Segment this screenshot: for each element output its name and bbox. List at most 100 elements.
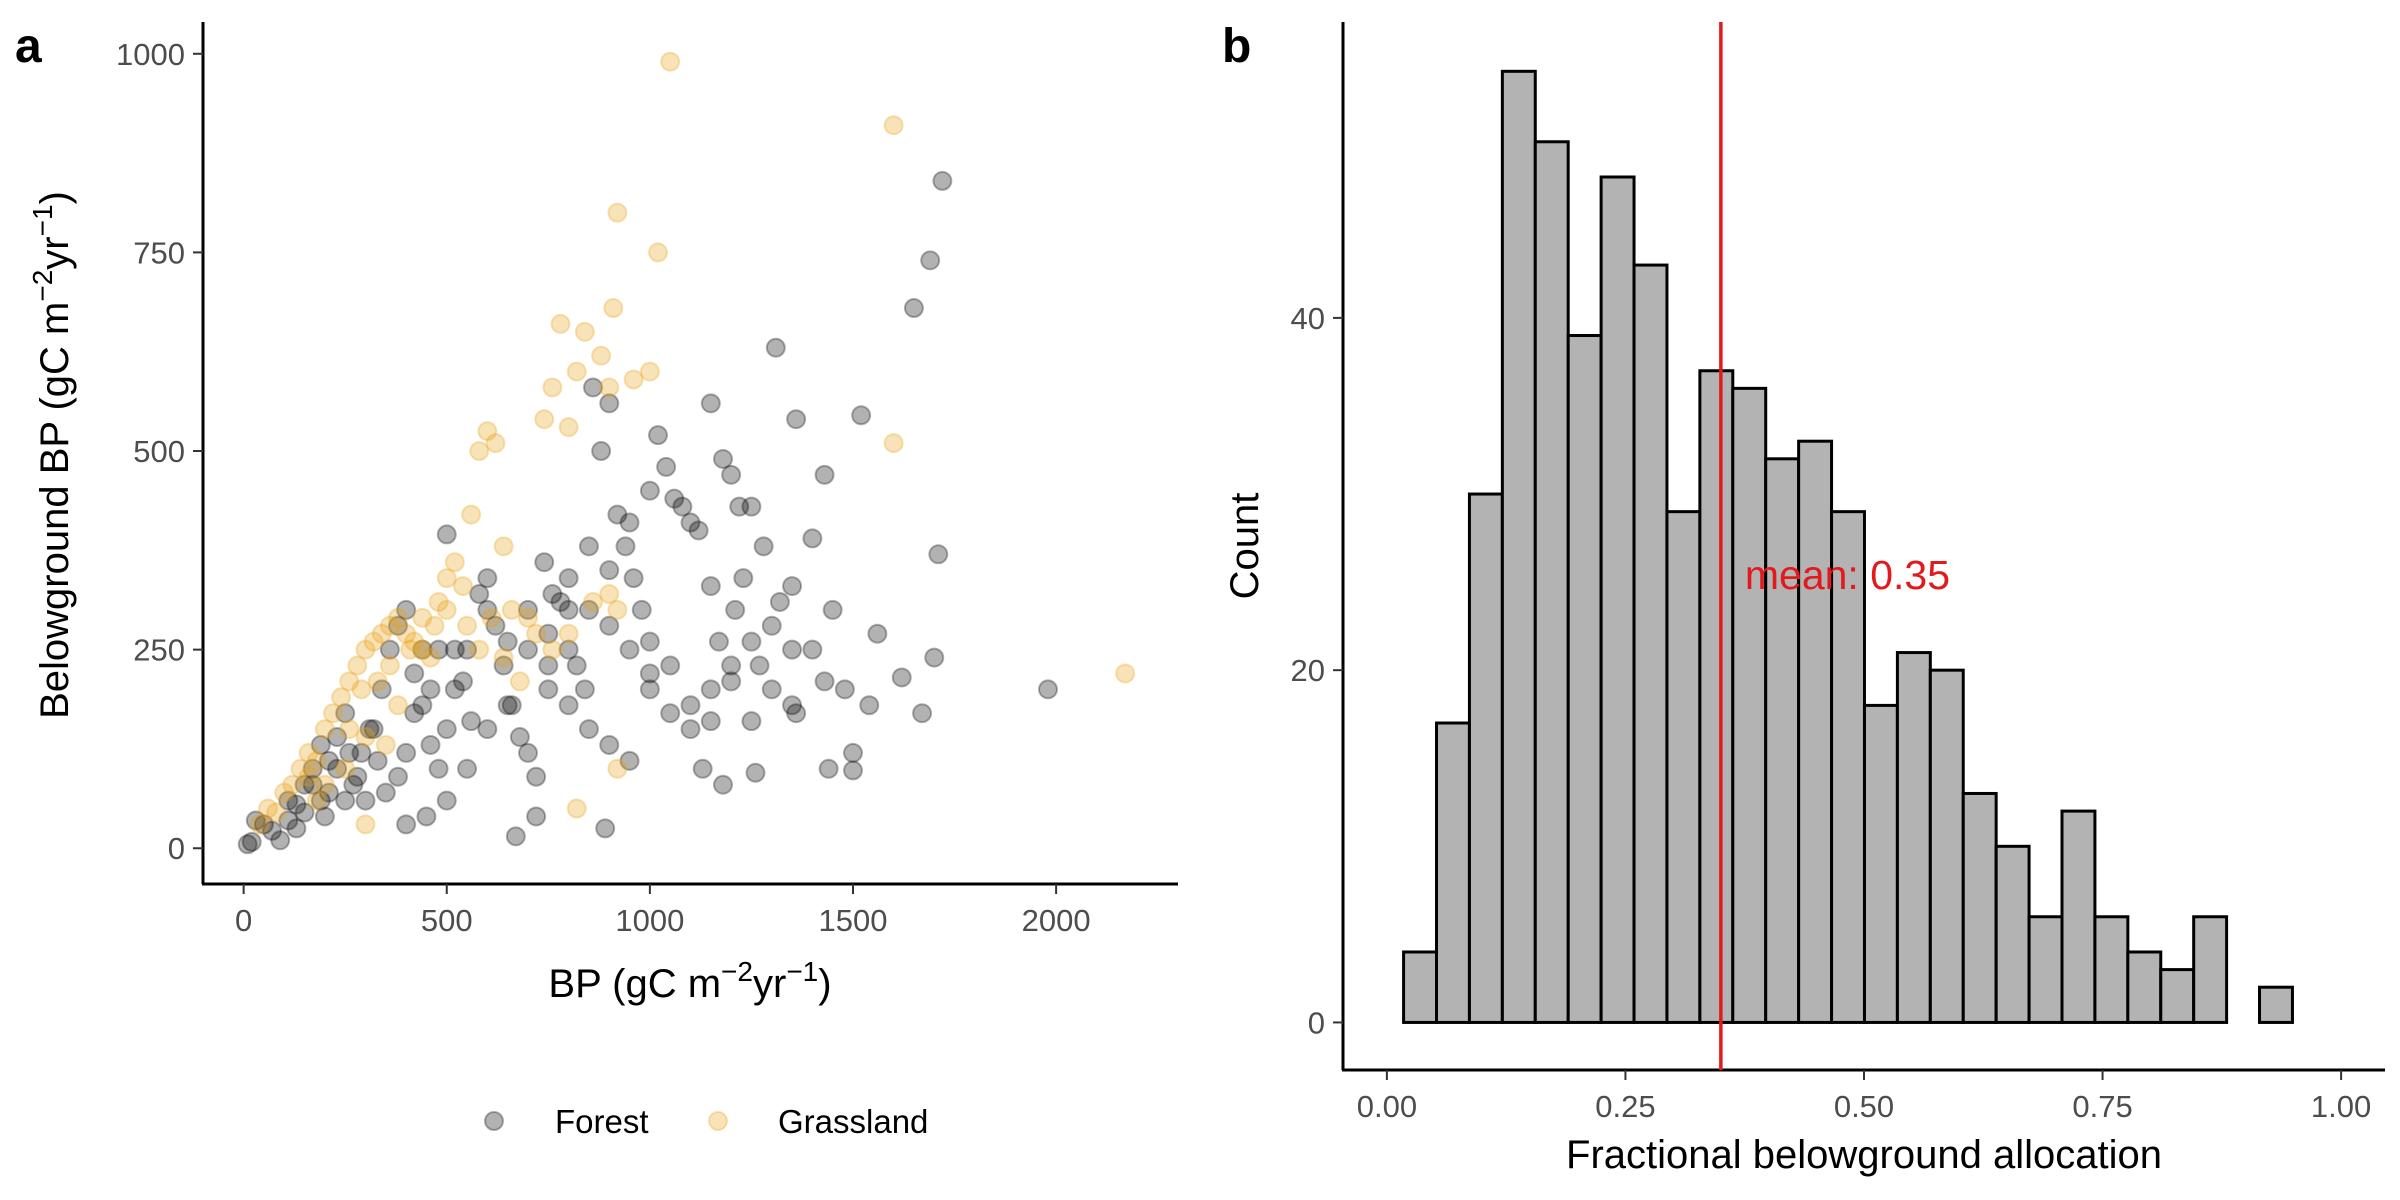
point-forest [339, 742, 360, 763]
point-forest [680, 695, 701, 716]
point-forest [436, 524, 457, 545]
point-forest [745, 762, 766, 783]
point-forest [420, 679, 441, 700]
point-forest [578, 536, 599, 557]
point-forest [278, 810, 299, 831]
point-grassland [400, 639, 421, 660]
point-forest [599, 393, 620, 414]
point-forest [310, 734, 331, 755]
histogram-bar [1402, 950, 1439, 1024]
histogram-bar [2192, 915, 2229, 1024]
point-forest [818, 758, 839, 779]
point-forest [375, 782, 396, 803]
point-forest [286, 794, 307, 815]
point-forest [782, 639, 803, 660]
point-forest [469, 584, 490, 605]
point-forest [729, 496, 750, 517]
point-forest [302, 774, 323, 795]
point-grassland [583, 591, 603, 612]
legend-label-grassland: Grassland [778, 1103, 928, 1140]
x-tick-label: 0.00 [1357, 1089, 1417, 1124]
point-grassland [481, 607, 502, 628]
point-forest [639, 480, 660, 501]
point-forest [599, 615, 620, 636]
point-forest [700, 576, 721, 597]
histogram-bar [1862, 703, 1899, 1024]
x-tick-label: 1500 [819, 903, 888, 938]
x-tick-label: 1000 [615, 903, 684, 938]
point-forest [843, 760, 863, 781]
point-forest [591, 441, 612, 462]
point-forest [314, 806, 335, 827]
point-forest [558, 568, 579, 589]
point-grassland [306, 750, 327, 771]
point-forest [700, 679, 721, 700]
point-grassland [883, 433, 904, 454]
point-forest [733, 568, 754, 589]
point-forest [436, 790, 457, 811]
point-forest [485, 615, 506, 636]
point-grassland [282, 774, 303, 795]
point-forest [359, 719, 380, 740]
point-forest [497, 631, 518, 652]
point-forest [416, 806, 437, 827]
point-forest [343, 774, 364, 795]
histogram-bar [1830, 510, 1866, 1024]
y-tick-label: 500 [133, 434, 185, 469]
point-forest [615, 536, 636, 557]
point-forest [664, 488, 685, 509]
y-axis-title: Count [1223, 493, 1267, 600]
point-grassland [412, 639, 433, 660]
point-grassland [485, 433, 506, 454]
histogram-bar [1566, 334, 1603, 1024]
point-forest [558, 639, 579, 660]
histogram-bar [1467, 492, 1504, 1024]
y-tick-label: 250 [133, 633, 185, 668]
point-forest [619, 750, 640, 771]
point-forest [302, 758, 323, 779]
point-grassland [436, 599, 457, 620]
point-forest [558, 695, 579, 716]
point-forest [526, 806, 547, 827]
histogram-bar [2027, 915, 2064, 1024]
point-grassland [371, 623, 392, 644]
histogram-bar [1994, 844, 2031, 1024]
point-forest [505, 826, 526, 847]
point-forest [924, 647, 945, 668]
x-tick-label: 0.50 [1834, 1089, 1894, 1124]
point-grassland [509, 671, 530, 692]
point-forest [526, 766, 547, 787]
legend: Forest Grassland [484, 1103, 928, 1140]
x-tick-label: 0.25 [1595, 1089, 1655, 1124]
histogram-bar [1928, 668, 1965, 1024]
point-grassland [306, 790, 327, 811]
point-grassland [274, 782, 295, 803]
legend-key-grassland [708, 1111, 728, 1131]
point-forest [461, 711, 482, 732]
point-forest [518, 639, 538, 660]
point-forest [713, 448, 733, 469]
point-forest [607, 504, 628, 525]
point-grassland [558, 623, 579, 644]
point-forest [518, 599, 538, 620]
point-forest [802, 639, 823, 660]
point-grassland [542, 377, 563, 398]
point-forest [891, 667, 912, 688]
point-forest [639, 663, 660, 684]
point-forest [518, 742, 538, 763]
point-grassland [469, 441, 490, 462]
point-forest [599, 734, 620, 755]
point-forest [631, 599, 652, 620]
point-forest [599, 560, 620, 581]
point-grassland [266, 802, 287, 823]
histogram-bar [1698, 369, 1735, 1024]
point-grassland [623, 369, 644, 390]
histogram-bar [1599, 175, 1636, 1024]
point-forest [538, 679, 559, 700]
point-forest [538, 623, 559, 644]
point-forest [721, 655, 742, 676]
point-grassland [469, 639, 490, 660]
point-forest [428, 639, 449, 660]
